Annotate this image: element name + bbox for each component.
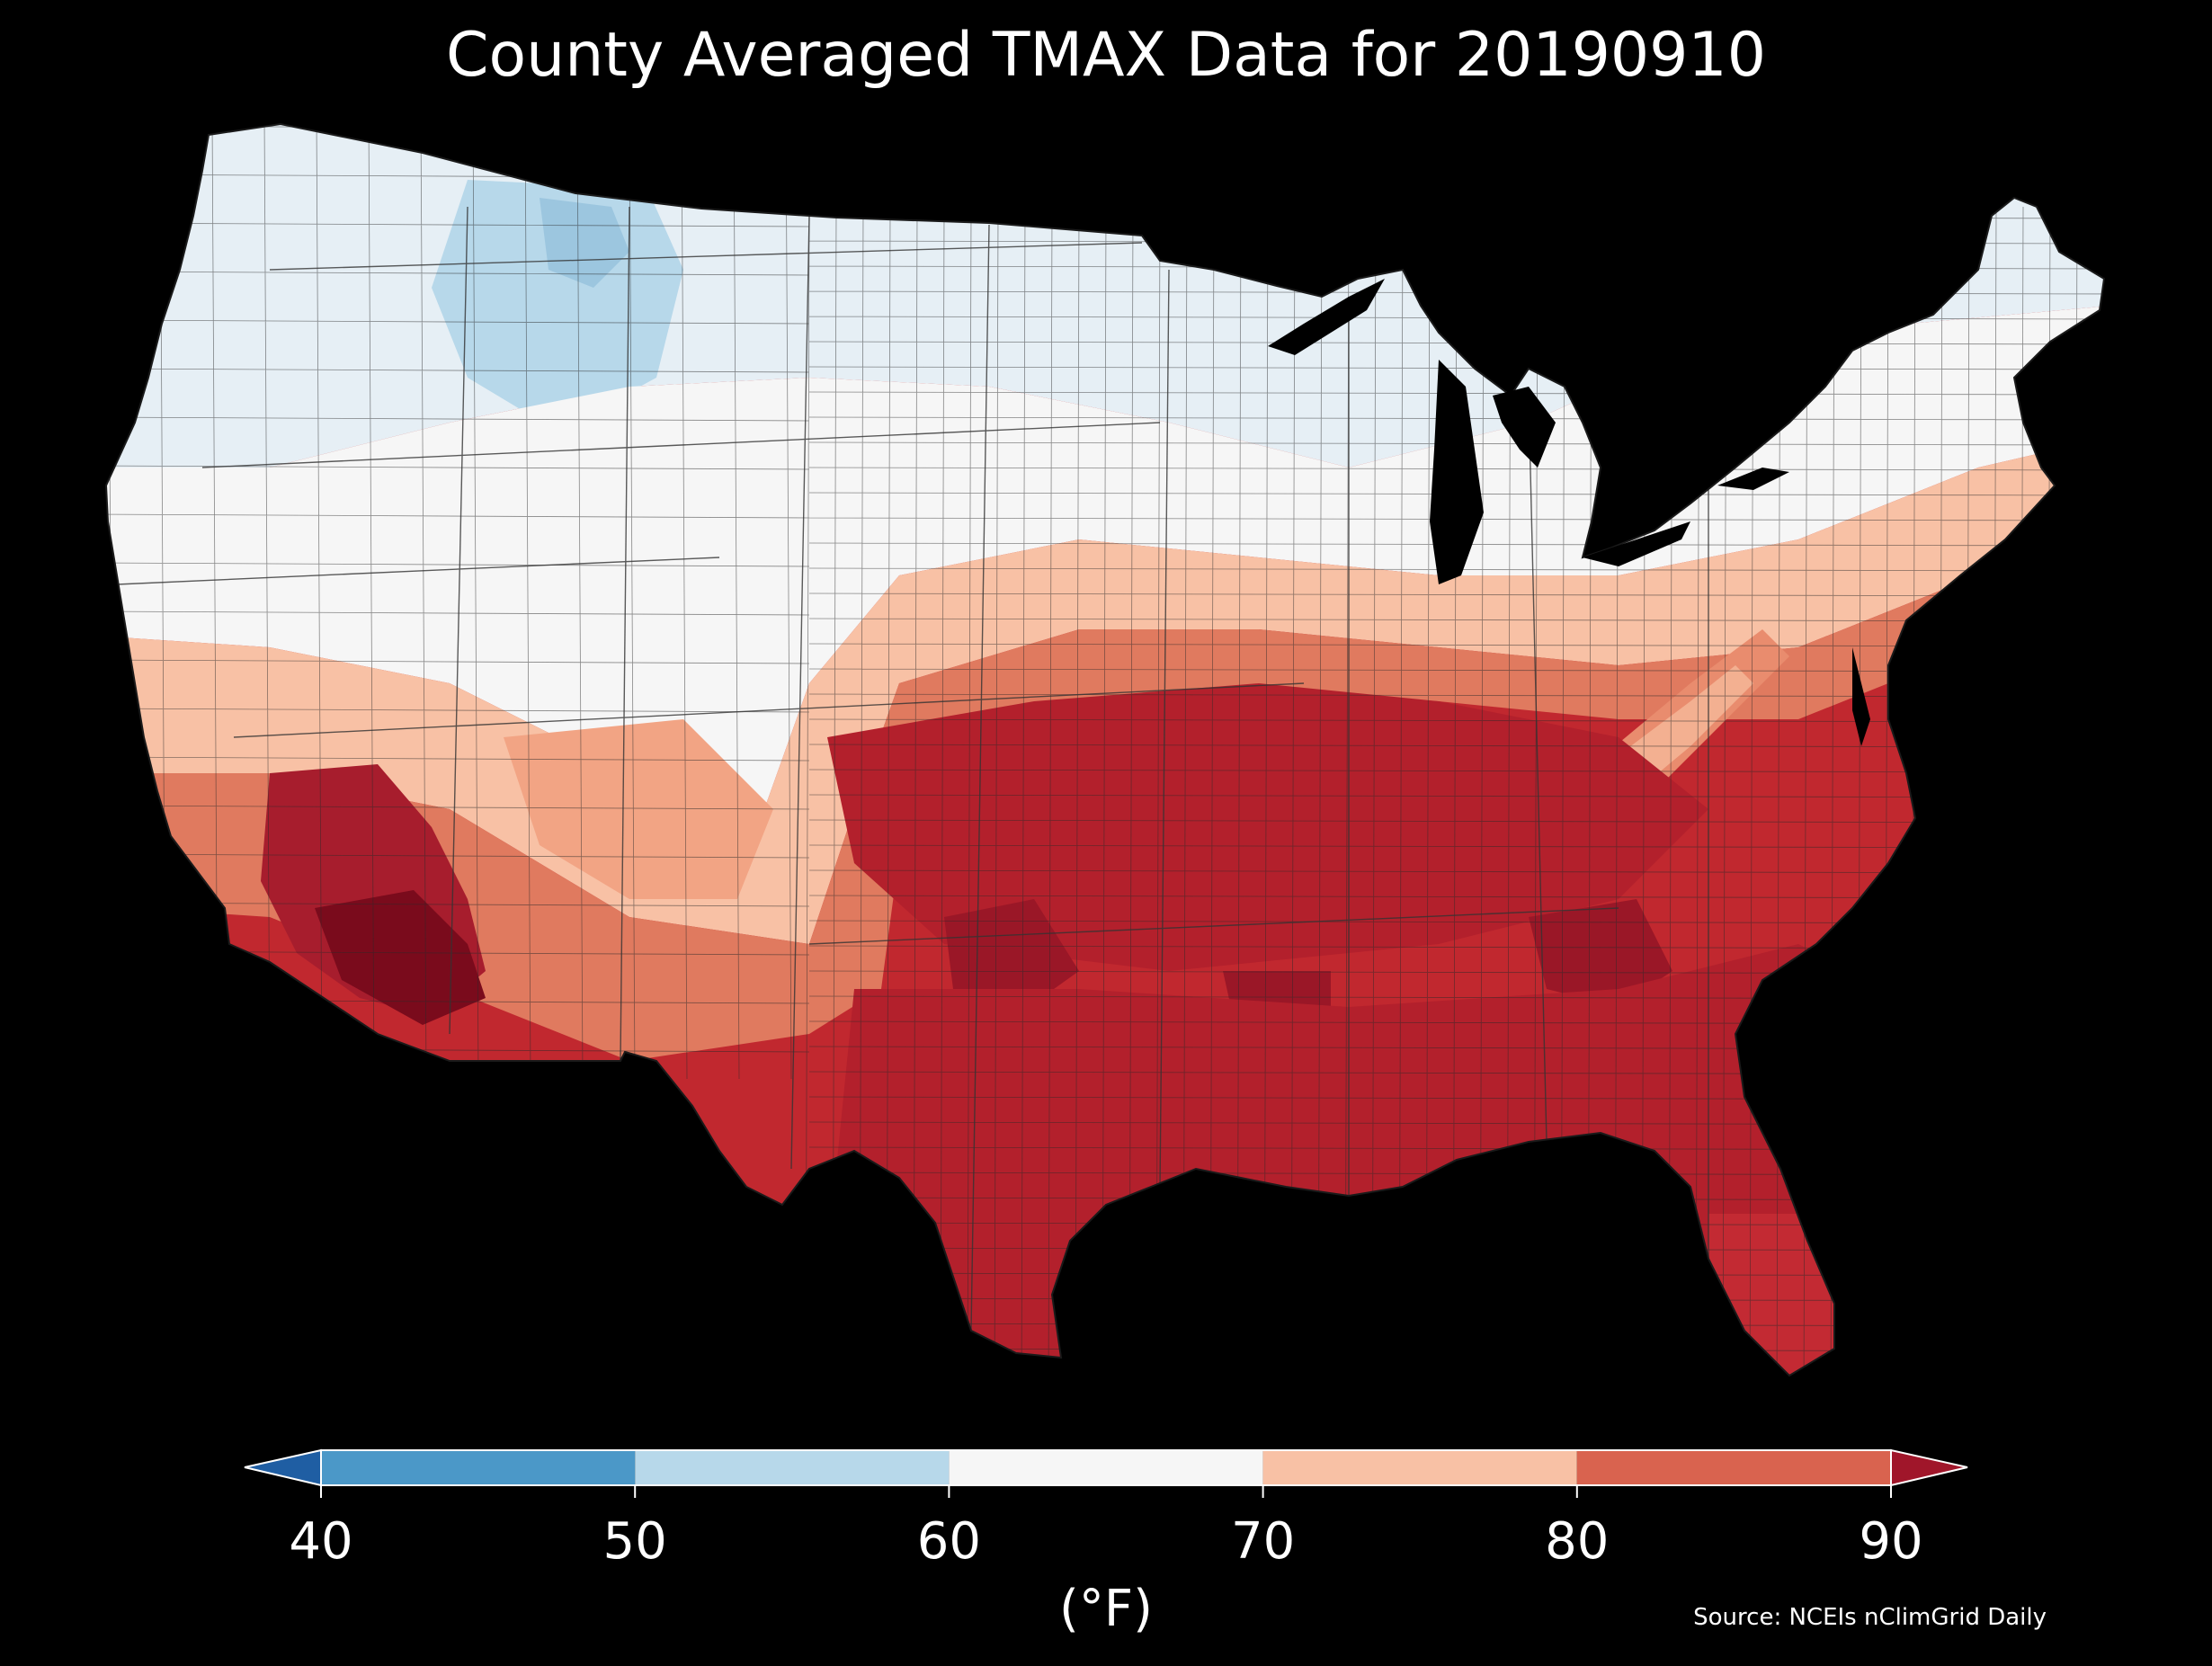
colorbar-tick-label-60: 60 <box>916 1512 982 1571</box>
colorbar-bin-70-80 <box>1262 1450 1577 1485</box>
lake-superior <box>1268 279 1385 355</box>
colorbar-bin-60-70 <box>949 1450 1263 1485</box>
great-lakes <box>1268 279 1789 584</box>
chesapeake-bay <box>1852 647 1870 746</box>
colorbar-bin-50-60 <box>635 1450 950 1485</box>
map-title: County Averaged TMAX Data for 20190910 <box>446 20 1766 91</box>
lake-erie <box>1583 521 1690 566</box>
colorbar-tick-label-40: 40 <box>289 1512 353 1571</box>
lake-michigan <box>1430 360 1484 584</box>
colorbar-under-arrow <box>244 1448 322 1487</box>
colorbar-units-label: (°F) <box>1059 1580 1153 1638</box>
colorbar-tick-label-50: 50 <box>602 1512 667 1571</box>
colorbar-over-arrow <box>1890 1448 1968 1487</box>
colorbar-frame <box>320 1449 1892 1486</box>
colorbar-tick-label-90: 90 <box>1859 1512 1923 1571</box>
colorbar-tick-label-70: 70 <box>1230 1512 1296 1571</box>
colorbar-bin-80-90 <box>1576 1450 1891 1485</box>
lake-ontario <box>1717 468 1789 490</box>
lake-huron <box>1493 387 1556 468</box>
state-boundaries <box>116 206 1709 1332</box>
source-attribution: Source: NCEIs nClimGrid Daily <box>1693 1604 2047 1631</box>
colorbar-tick-label-80: 80 <box>1545 1512 1610 1571</box>
colorbar-bin-40-50 <box>321 1450 636 1485</box>
